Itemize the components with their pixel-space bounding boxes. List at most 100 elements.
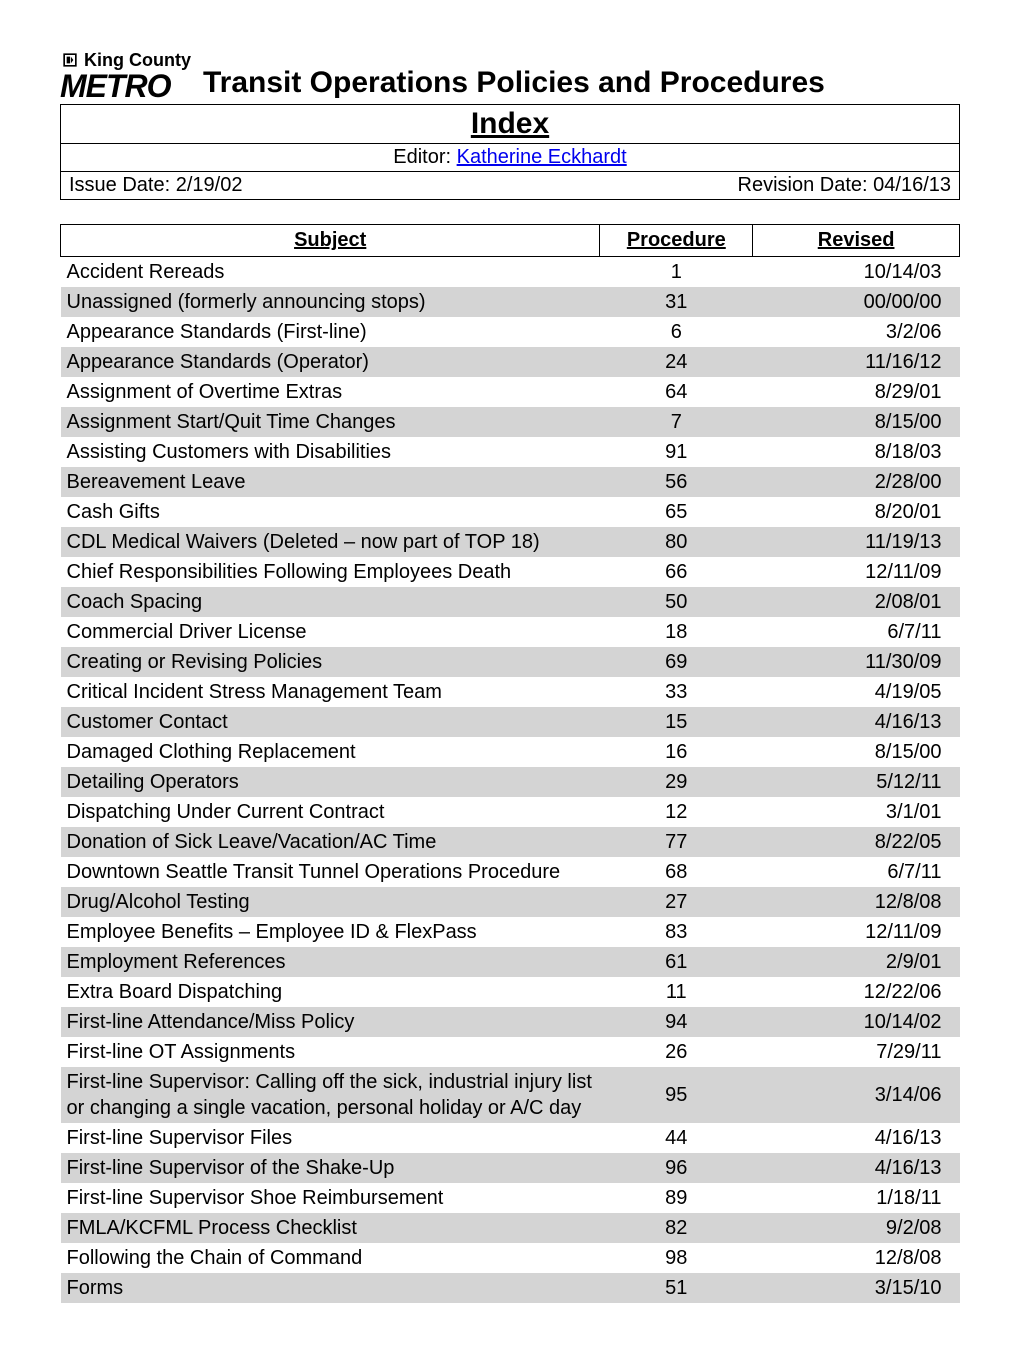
table-row: Customer Contact154/16/13 — [61, 707, 960, 737]
procedures-table: Subject Procedure Revised Accident Rerea… — [60, 224, 960, 1303]
cell-revised: 8/22/05 — [753, 827, 960, 857]
table-row: Accident Rereads110/14/03 — [61, 257, 960, 288]
issue-date: Issue Date: 2/19/02 — [69, 174, 242, 197]
cell-revised: 7/29/11 — [753, 1037, 960, 1067]
revision-date-label: Revision Date: — [738, 174, 874, 196]
cell-procedure: 95 — [600, 1067, 753, 1123]
cell-revised: 8/15/00 — [753, 407, 960, 437]
cell-procedure: 1 — [600, 257, 753, 288]
issue-date-value: 2/19/02 — [176, 174, 243, 196]
revision-date: Revision Date: 04/16/13 — [738, 174, 951, 197]
cell-revised: 12/11/09 — [753, 557, 960, 587]
cell-subject: Appearance Standards (First-line) — [61, 317, 600, 347]
cell-revised: 6/7/11 — [753, 857, 960, 887]
cell-subject: CDL Medical Waivers (Deleted – now part … — [61, 527, 600, 557]
cell-procedure: 56 — [600, 467, 753, 497]
cell-procedure: 51 — [600, 1273, 753, 1303]
cell-subject: Detailing Operators — [61, 767, 600, 797]
org-name-line2: METRO — [60, 70, 191, 102]
cell-subject: Dispatching Under Current Contract — [61, 797, 600, 827]
page-title-line2: Index — [61, 105, 959, 143]
cell-subject: First-line OT Assignments — [61, 1037, 600, 1067]
cell-procedure: 89 — [600, 1183, 753, 1213]
cell-procedure: 65 — [600, 497, 753, 527]
table-row: Coach Spacing502/08/01 — [61, 587, 960, 617]
cell-subject: Accident Rereads — [61, 257, 600, 288]
cell-subject: Forms — [61, 1273, 600, 1303]
org-name-line1: King County — [60, 50, 191, 70]
cell-revised: 2/28/00 — [753, 467, 960, 497]
cell-subject: Employment References — [61, 947, 600, 977]
col-subject: Subject — [61, 225, 600, 257]
cell-revised: 2/08/01 — [753, 587, 960, 617]
cell-subject: Extra Board Dispatching — [61, 977, 600, 1007]
cell-revised: 4/16/13 — [753, 1153, 960, 1183]
cell-subject: First-line Supervisor of the Shake-Up — [61, 1153, 600, 1183]
cell-procedure: 77 — [600, 827, 753, 857]
cell-procedure: 24 — [600, 347, 753, 377]
cell-procedure: 80 — [600, 527, 753, 557]
cell-procedure: 11 — [600, 977, 753, 1007]
table-row: Chief Responsibilities Following Employe… — [61, 557, 960, 587]
cell-procedure: 29 — [600, 767, 753, 797]
cell-subject: Critical Incident Stress Management Team — [61, 677, 600, 707]
table-row: Dispatching Under Current Contract123/1/… — [61, 797, 960, 827]
cell-revised: 12/11/09 — [753, 917, 960, 947]
cell-revised: 1/18/11 — [753, 1183, 960, 1213]
editor-label: Editor: — [393, 146, 456, 168]
cell-procedure: 68 — [600, 857, 753, 887]
editor-link[interactable]: Katherine Eckhardt — [457, 146, 627, 168]
table-row: Employment References612/9/01 — [61, 947, 960, 977]
cell-revised: 12/8/08 — [753, 1243, 960, 1273]
cell-procedure: 61 — [600, 947, 753, 977]
dates-row: Issue Date: 2/19/02 Revision Date: 04/16… — [60, 172, 960, 200]
cell-subject: First-line Supervisor Files — [61, 1123, 600, 1153]
cell-subject: Coach Spacing — [61, 587, 600, 617]
col-procedure: Procedure — [600, 225, 753, 257]
cell-subject: Damaged Clothing Replacement — [61, 737, 600, 767]
cell-revised: 11/19/13 — [753, 527, 960, 557]
cell-revised: 3/1/01 — [753, 797, 960, 827]
cell-revised: 3/2/06 — [753, 317, 960, 347]
cell-subject: Commercial Driver License — [61, 617, 600, 647]
cell-subject: Unassigned (formerly announcing stops) — [61, 287, 600, 317]
title-index-box: Index — [60, 104, 960, 144]
col-revised: Revised — [753, 225, 960, 257]
cell-subject: Assignment of Overtime Extras — [61, 377, 600, 407]
table-row: Drug/Alcohol Testing2712/8/08 — [61, 887, 960, 917]
table-row: Employee Benefits – Employee ID & FlexPa… — [61, 917, 960, 947]
cell-procedure: 64 — [600, 377, 753, 407]
cell-revised: 8/20/01 — [753, 497, 960, 527]
cell-subject: Downtown Seattle Transit Tunnel Operatio… — [61, 857, 600, 887]
table-row: CDL Medical Waivers (Deleted – now part … — [61, 527, 960, 557]
cell-revised: 4/16/13 — [753, 707, 960, 737]
cell-revised: 6/7/11 — [753, 617, 960, 647]
issue-date-label: Issue Date: — [69, 174, 176, 196]
table-header-row: Subject Procedure Revised — [61, 225, 960, 257]
cell-procedure: 7 — [600, 407, 753, 437]
table-body: Accident Rereads110/14/03Unassigned (for… — [61, 257, 960, 1304]
cell-procedure: 15 — [600, 707, 753, 737]
cell-revised: 8/18/03 — [753, 437, 960, 467]
table-row: FMLA/KCFML Process Checklist829/2/08 — [61, 1213, 960, 1243]
table-row: Cash Gifts658/20/01 — [61, 497, 960, 527]
cell-procedure: 66 — [600, 557, 753, 587]
table-row: Following the Chain of Command9812/8/08 — [61, 1243, 960, 1273]
cell-subject: First-line Attendance/Miss Policy — [61, 1007, 600, 1037]
cell-procedure: 91 — [600, 437, 753, 467]
table-row: Extra Board Dispatching1112/22/06 — [61, 977, 960, 1007]
page-title-line1: Transit Operations Policies and Procedur… — [203, 66, 825, 102]
cell-procedure: 69 — [600, 647, 753, 677]
cell-procedure: 96 — [600, 1153, 753, 1183]
cell-revised: 12/22/06 — [753, 977, 960, 1007]
cell-revised: 9/2/08 — [753, 1213, 960, 1243]
cell-subject: Donation of Sick Leave/Vacation/AC Time — [61, 827, 600, 857]
table-row: Assisting Customers with Disabilities918… — [61, 437, 960, 467]
cell-subject: Customer Contact — [61, 707, 600, 737]
table-row: Commercial Driver License186/7/11 — [61, 617, 960, 647]
cell-procedure: 94 — [600, 1007, 753, 1037]
cell-revised: 12/8/08 — [753, 887, 960, 917]
table-row: First-line OT Assignments267/29/11 — [61, 1037, 960, 1067]
cell-revised: 10/14/02 — [753, 1007, 960, 1037]
table-row: Assignment Start/Quit Time Changes78/15/… — [61, 407, 960, 437]
